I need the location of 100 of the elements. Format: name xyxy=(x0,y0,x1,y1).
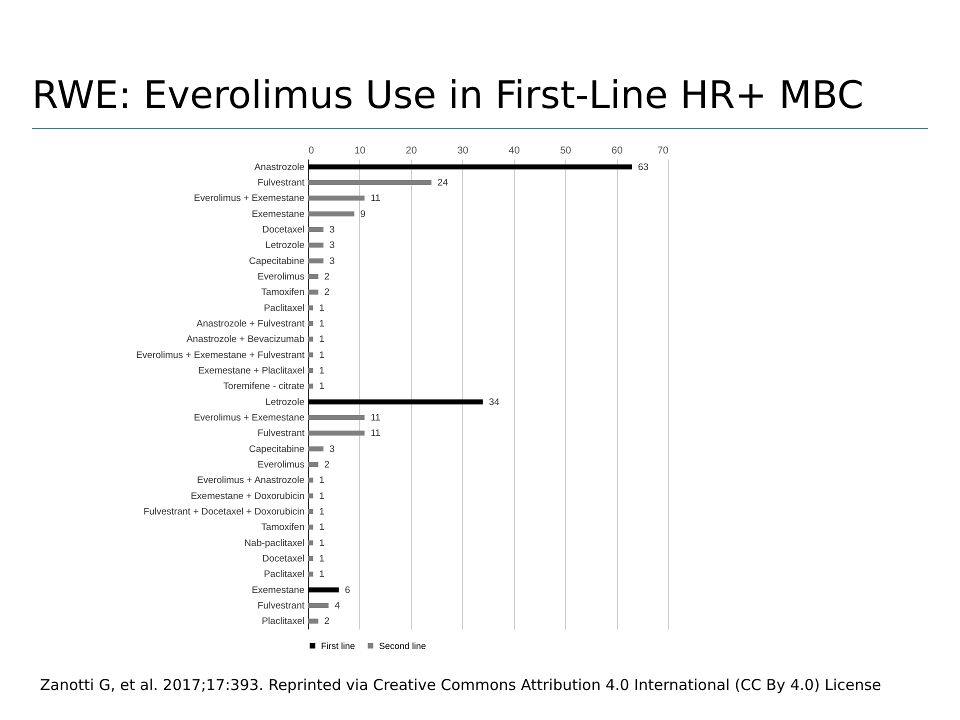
y-tick-label: Everolimus + Exemestane xyxy=(194,412,304,424)
data-label: 34 xyxy=(488,396,500,408)
data-label: 1 xyxy=(319,381,324,392)
data-label: 63 xyxy=(638,162,649,173)
bar xyxy=(308,274,318,279)
bar xyxy=(308,321,314,326)
bar xyxy=(308,572,314,577)
data-label: 2 xyxy=(324,616,330,628)
y-tick-label: Capecitabine xyxy=(249,444,304,455)
x-tick-label: 60 xyxy=(612,146,624,156)
data-label: 11 xyxy=(370,428,380,440)
y-tick-label: Exemestane xyxy=(252,208,304,220)
data-label: 1 xyxy=(319,569,324,580)
bar xyxy=(308,384,314,389)
x-tick-label: 10 xyxy=(354,146,366,156)
data-label: 9 xyxy=(360,208,366,220)
y-tick-label: Exemestane xyxy=(252,584,304,596)
data-label: 3 xyxy=(329,240,335,252)
bar xyxy=(308,462,318,467)
y-tick-label: Fulvestrant xyxy=(258,428,305,440)
x-tick-label: 70 xyxy=(657,146,669,156)
bar xyxy=(308,368,314,373)
data-label: 1 xyxy=(319,554,324,564)
bar xyxy=(308,242,324,248)
y-tick-label: Anastrozole xyxy=(254,162,304,173)
data-label: 1 xyxy=(319,318,324,330)
y-tick-label: Everolimus + Anastrozole xyxy=(197,475,304,486)
y-tick-label: Letrozole xyxy=(265,396,304,408)
data-label: 6 xyxy=(344,584,350,596)
y-tick-label: Tamoxifen xyxy=(261,522,304,534)
x-tick-label: 0 xyxy=(308,146,314,156)
bar xyxy=(308,493,314,498)
bar xyxy=(308,556,314,561)
y-tick-label: Tamoxifen xyxy=(261,287,304,298)
bar xyxy=(308,164,632,170)
y-tick-label: Nab-paclitaxel xyxy=(244,538,304,549)
data-label: 1 xyxy=(319,475,324,486)
y-tick-label: Fulvestrant xyxy=(258,178,305,188)
data-label: 2 xyxy=(324,460,330,470)
y-tick-label: Docetaxel xyxy=(262,554,304,564)
data-label: 11 xyxy=(370,193,380,204)
bar xyxy=(308,290,318,295)
bar xyxy=(308,509,314,514)
bar xyxy=(308,430,365,436)
data-label: 1 xyxy=(319,350,324,361)
x-tick-label: 20 xyxy=(406,146,418,156)
data-label: 1 xyxy=(319,522,324,534)
bar xyxy=(308,180,432,185)
data-label: 3 xyxy=(329,256,335,267)
bar xyxy=(308,258,324,264)
data-label: 3 xyxy=(329,224,335,236)
y-tick-label: Exemestane + Placlitaxel xyxy=(198,366,304,376)
bar xyxy=(308,478,314,483)
bar xyxy=(308,399,483,404)
legend-label: Second line xyxy=(379,640,426,651)
data-label: 1 xyxy=(319,334,324,346)
data-label: 2 xyxy=(324,272,330,282)
x-tick-label: 30 xyxy=(457,146,469,156)
data-label: 2 xyxy=(324,287,330,298)
y-tick-label: Letrozole xyxy=(265,240,304,252)
data-label: 1 xyxy=(319,506,324,518)
data-label: 3 xyxy=(329,444,335,455)
y-tick-label: Fulvestrant + Docetaxel + Doxorubicin xyxy=(143,506,304,518)
text: Zanotti G, et al. 2017;17:393. Reprinted via Creative Commons Attribution 4.0 International (CC By 4.0) License xyxy=(40,676,882,696)
legend-label: First line xyxy=(321,640,356,651)
y-tick-label: Fulvestrant xyxy=(258,600,305,612)
y-tick-label: Everolimus + Exemestane xyxy=(194,193,304,204)
x-tick-label: 40 xyxy=(508,146,520,156)
bar xyxy=(308,211,354,216)
y-tick-label: Capecitabine xyxy=(249,256,304,267)
data-label: 1 xyxy=(319,302,324,314)
y-tick-label: Toremifene - citrate xyxy=(223,381,304,392)
data-label: 1 xyxy=(319,366,324,376)
y-tick-label: Placlitaxel xyxy=(262,616,304,628)
y-tick-label: Everolimus xyxy=(258,272,305,282)
data-label: 11 xyxy=(370,412,380,424)
y-tick-label: Everolimus + Exemestane + Fulvestrant xyxy=(136,350,305,361)
bar xyxy=(308,618,318,624)
bar xyxy=(308,305,314,310)
bar xyxy=(308,227,324,232)
bar xyxy=(308,446,324,452)
bar xyxy=(308,415,365,420)
y-tick-label: Exemestane + Doxorubicin xyxy=(190,490,304,502)
x-tick-label: 50 xyxy=(560,146,572,156)
y-tick-label: Paclitaxel xyxy=(264,569,304,580)
y-tick-label: Paclitaxel xyxy=(264,302,304,314)
bar xyxy=(308,587,339,592)
chart-title: RWE: Everolimus Use in First-Line HR+ MBC xyxy=(32,73,928,129)
bar xyxy=(308,352,314,358)
bar xyxy=(308,540,314,546)
data-label: 24 xyxy=(437,178,448,188)
y-tick-label: Docetaxel xyxy=(262,224,304,236)
y-tick-label: Anastrozole + Bevacizumab xyxy=(186,334,304,346)
bar xyxy=(308,524,314,530)
bar xyxy=(308,603,329,608)
y-tick-label: Anastrozole + Fulvestrant xyxy=(196,318,305,330)
data-label: 1 xyxy=(319,538,324,549)
y-tick-label: Everolimus xyxy=(258,460,305,470)
data-label: 4 xyxy=(334,600,340,612)
bar xyxy=(308,336,314,342)
